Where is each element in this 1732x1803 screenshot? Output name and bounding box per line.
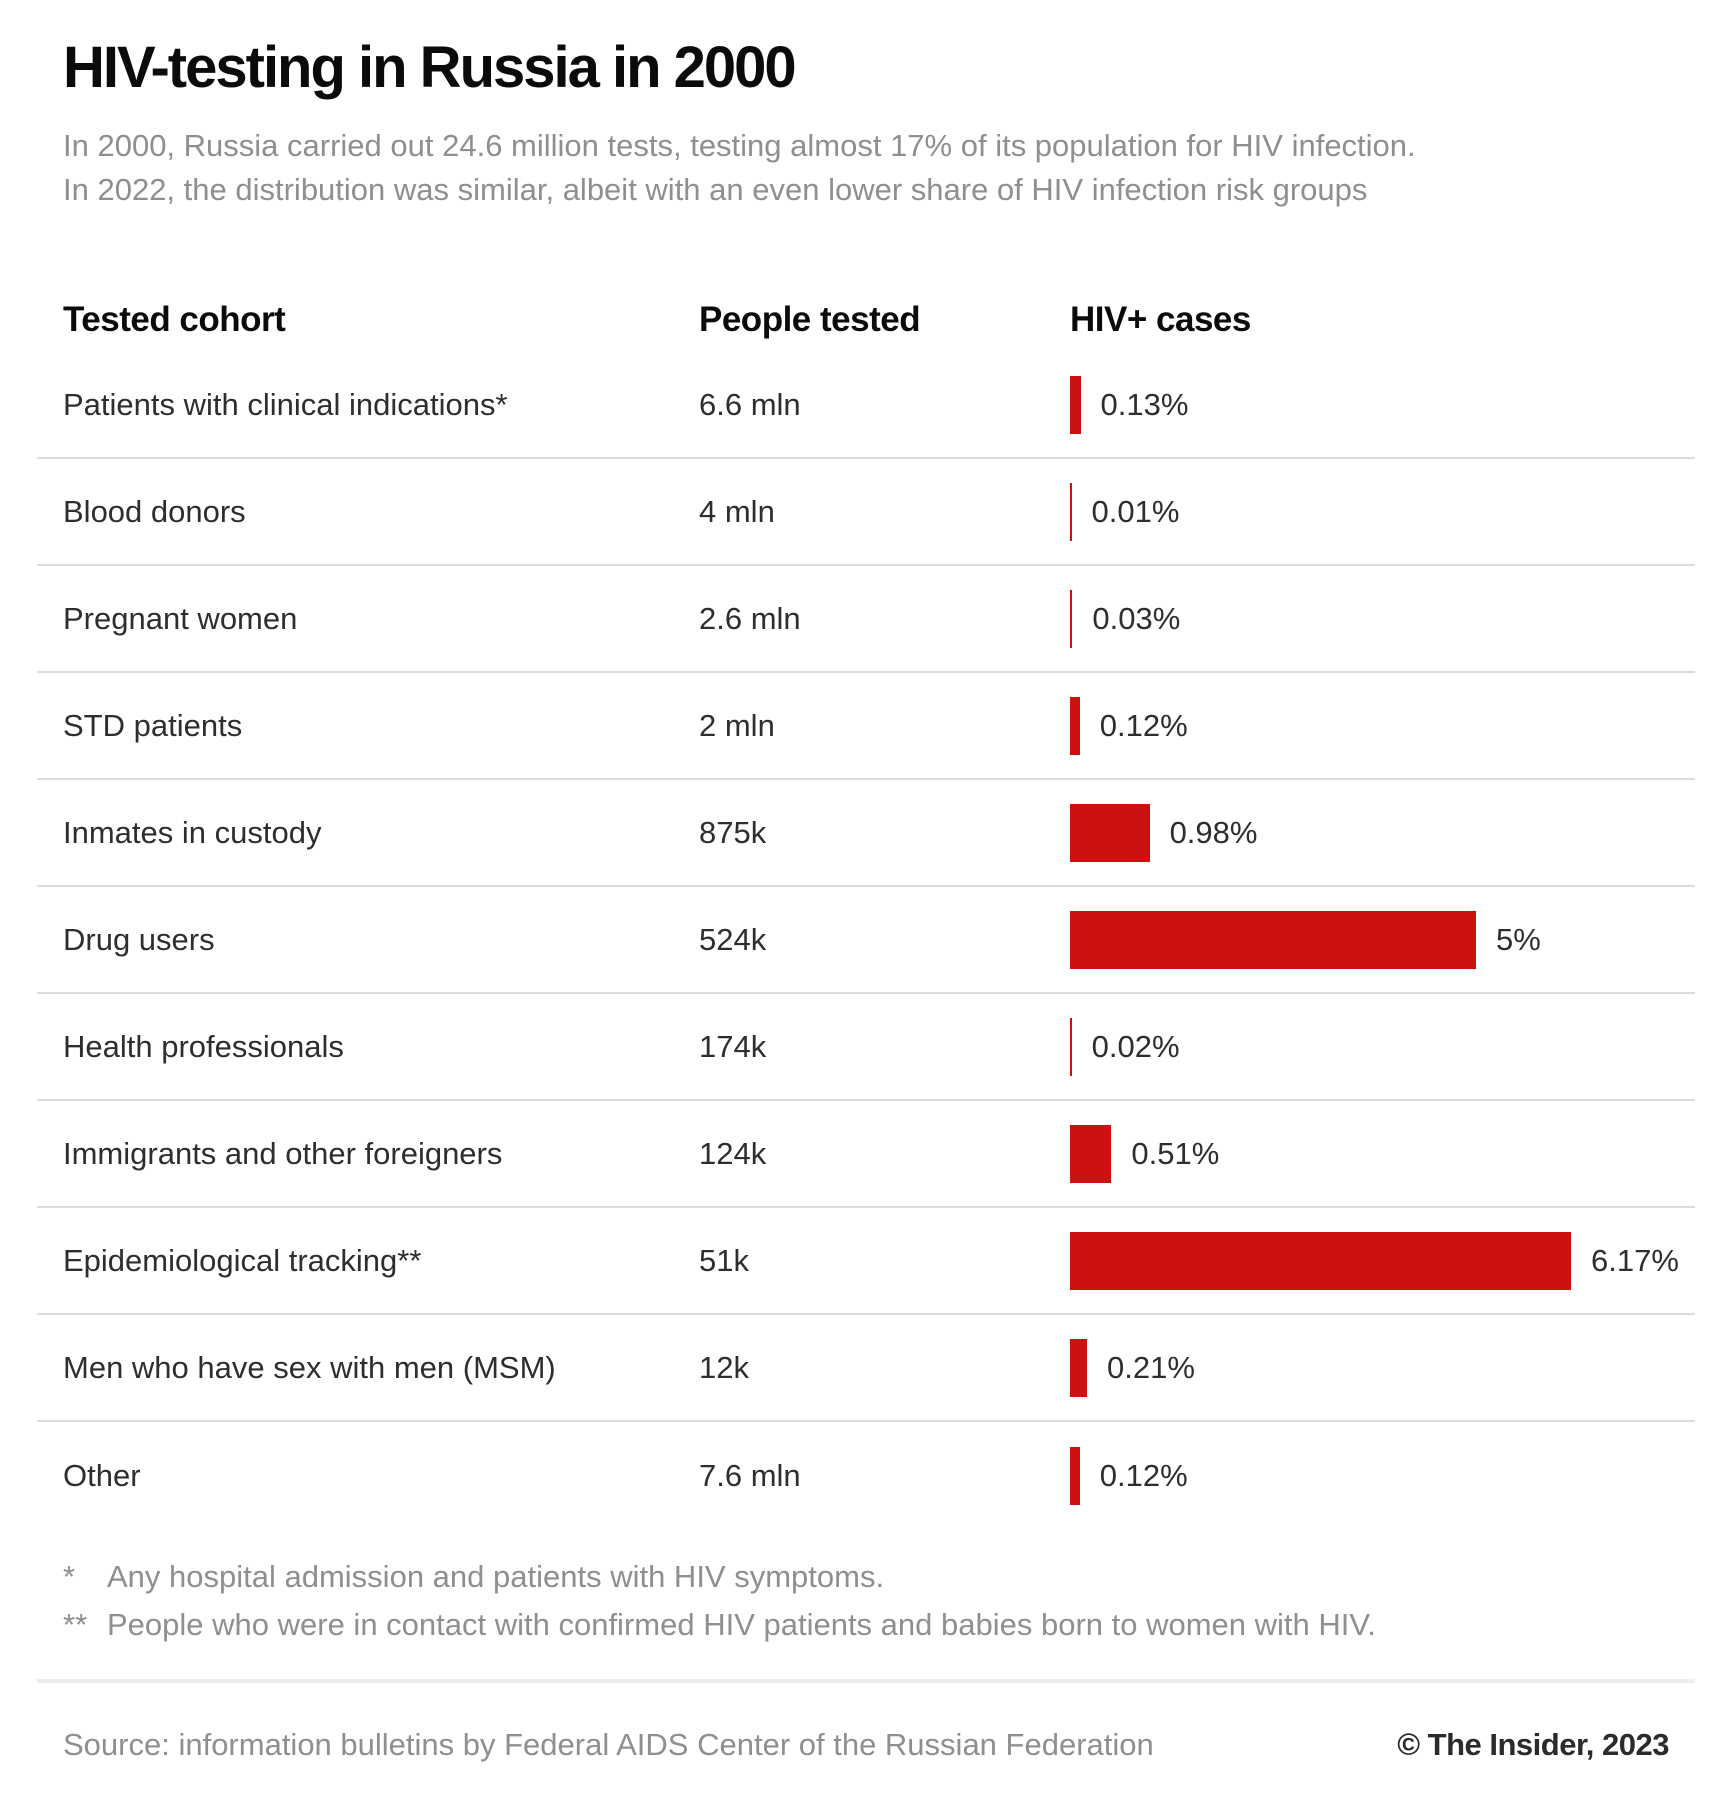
people-tested-value: 2 mln <box>699 707 775 743</box>
hiv-rate-label: 0.21% <box>1107 1349 1195 1385</box>
hiv-rate-bar <box>1070 1231 1571 1290</box>
people-tested-value: 174k <box>699 1028 767 1064</box>
hiv-rate-label: 5% <box>1496 921 1541 957</box>
cohort-label: Immigrants and other foreigners <box>63 1135 503 1171</box>
footnote-2-text: People who were in contact with confirme… <box>107 1607 1376 1642</box>
table-row: STD patients 2 mln 0.12% <box>37 673 1695 780</box>
hiv-rate-label: 6.17% <box>1591 1242 1679 1278</box>
source-text: Source: information bulletins by Federal… <box>63 1727 1154 1762</box>
hiv-cases-cell: 0.01% <box>1070 482 1669 541</box>
subtitle-line-2: In 2022, the distribution was similar, a… <box>63 172 1368 207</box>
people-tested-value: 12k <box>699 1349 749 1385</box>
table-row: Blood donors 4 mln 0.01% <box>37 459 1695 566</box>
hiv-cases-cell: 5% <box>1070 910 1669 969</box>
hiv-cases-cell: 6.17% <box>1070 1231 1679 1290</box>
cohort-label: Men who have sex with men (MSM) <box>63 1349 556 1385</box>
hiv-cases-cell: 0.12% <box>1070 1446 1669 1505</box>
hiv-rate-label: 0.51% <box>1131 1135 1220 1171</box>
hiv-rate-bar <box>1070 696 1080 755</box>
people-tested-value: 124k <box>699 1135 767 1171</box>
hiv-rate-bar <box>1070 1446 1080 1505</box>
cohort-label: Patients with clinical indications* <box>63 386 508 422</box>
people-tested-value: 51k <box>699 1242 749 1278</box>
hiv-rate-label: 0.03% <box>1092 600 1181 636</box>
cohort-label: Health professionals <box>63 1028 344 1064</box>
hiv-cases-cell: 0.02% <box>1070 1017 1669 1076</box>
column-header-hiv-cases: HIV+ cases <box>1070 300 1251 339</box>
page-subtitle: In 2000, Russia carried out 24.6 million… <box>63 124 1669 212</box>
footnote-2-marker: ** <box>63 1607 88 1642</box>
hiv-rate-bar <box>1070 910 1476 969</box>
cohort-label: Drug users <box>63 921 215 957</box>
hiv-rate-label: 0.98% <box>1169 814 1258 850</box>
table-row: Health professionals 174k 0.02% <box>37 994 1695 1101</box>
table-row: Drug users 524k 5% <box>37 887 1695 994</box>
people-tested-value: 875k <box>699 814 767 850</box>
column-header-tested-cohort: Tested cohort <box>63 300 286 339</box>
hiv-rate-bar <box>1070 482 1072 541</box>
hiv-cases-cell: 0.21% <box>1070 1338 1669 1397</box>
cohort-table: Patients with clinical indications* 6.6 … <box>37 352 1695 1529</box>
hiv-rate-bar <box>1070 589 1073 648</box>
hiv-cases-cell: 0.98% <box>1070 803 1669 862</box>
cohort-label: Epidemiological tracking** <box>63 1242 422 1278</box>
people-tested-value: 7.6 mln <box>699 1457 801 1493</box>
table-row: Immigrants and other foreigners 124k 0.5… <box>37 1101 1695 1208</box>
footnote-1-marker: * <box>63 1559 76 1594</box>
cohort-label: Blood donors <box>63 493 246 529</box>
footnotes: * Any hospital admission and patients wi… <box>63 1553 1669 1649</box>
footnote-1-text: Any hospital admission and patients with… <box>107 1559 885 1594</box>
people-tested-value: 524k <box>699 921 767 957</box>
footer-divider <box>37 1679 1695 1683</box>
cohort-label: Other <box>63 1457 141 1493</box>
cohort-label: Pregnant women <box>63 600 298 636</box>
subtitle-line-1: In 2000, Russia carried out 24.6 million… <box>63 128 1416 163</box>
hiv-rate-bar <box>1070 1124 1112 1183</box>
people-tested-value: 4 mln <box>699 493 775 529</box>
hiv-rate-bar <box>1070 803 1150 862</box>
table-row: Men who have sex with men (MSM) 12k 0.21… <box>37 1315 1695 1422</box>
hiv-rate-bar <box>1070 1338 1088 1397</box>
hiv-cases-cell: 0.03% <box>1070 589 1669 648</box>
people-tested-value: 6.6 mln <box>699 386 801 422</box>
hiv-rate-label: 0.12% <box>1099 707 1188 743</box>
table-row: Patients with clinical indications* 6.6 … <box>37 352 1695 459</box>
hiv-cases-cell: 0.51% <box>1070 1124 1669 1183</box>
hiv-rate-label: 0.12% <box>1099 1457 1188 1493</box>
footer: Source: information bulletins by Federal… <box>63 1723 1669 1767</box>
footnote-2: ** People who were in contact with confi… <box>63 1601 1669 1649</box>
people-tested-value: 2.6 mln <box>699 600 801 636</box>
hiv-rate-bar <box>1070 1017 1072 1076</box>
hiv-rate-label: 0.13% <box>1100 386 1189 422</box>
cohort-label: Inmates in custody <box>63 814 322 850</box>
cohort-label: STD patients <box>63 707 243 743</box>
table-header: Tested cohort People tested HIV+ cases <box>63 300 1669 344</box>
credit-text: © The Insider, 2023 <box>1397 1727 1669 1762</box>
hiv-cases-cell: 0.12% <box>1070 696 1669 755</box>
footnote-1: * Any hospital admission and patients wi… <box>63 1553 1669 1601</box>
hiv-rate-label: 0.02% <box>1091 1028 1180 1064</box>
hiv-rate-label: 0.01% <box>1091 493 1180 529</box>
page-title: HIV-testing in Russia in 2000 <box>63 35 797 100</box>
table-row: Epidemiological tracking** 51k 6.17% <box>37 1208 1695 1315</box>
hiv-cases-cell: 0.13% <box>1070 375 1669 434</box>
table-row: Other 7.6 mln 0.12% <box>37 1422 1695 1529</box>
column-header-people-tested: People tested <box>699 300 921 339</box>
table-row: Pregnant women 2.6 mln 0.03% <box>37 566 1695 673</box>
table-row: Inmates in custody 875k 0.98% <box>37 780 1695 887</box>
hiv-rate-bar <box>1070 375 1081 434</box>
